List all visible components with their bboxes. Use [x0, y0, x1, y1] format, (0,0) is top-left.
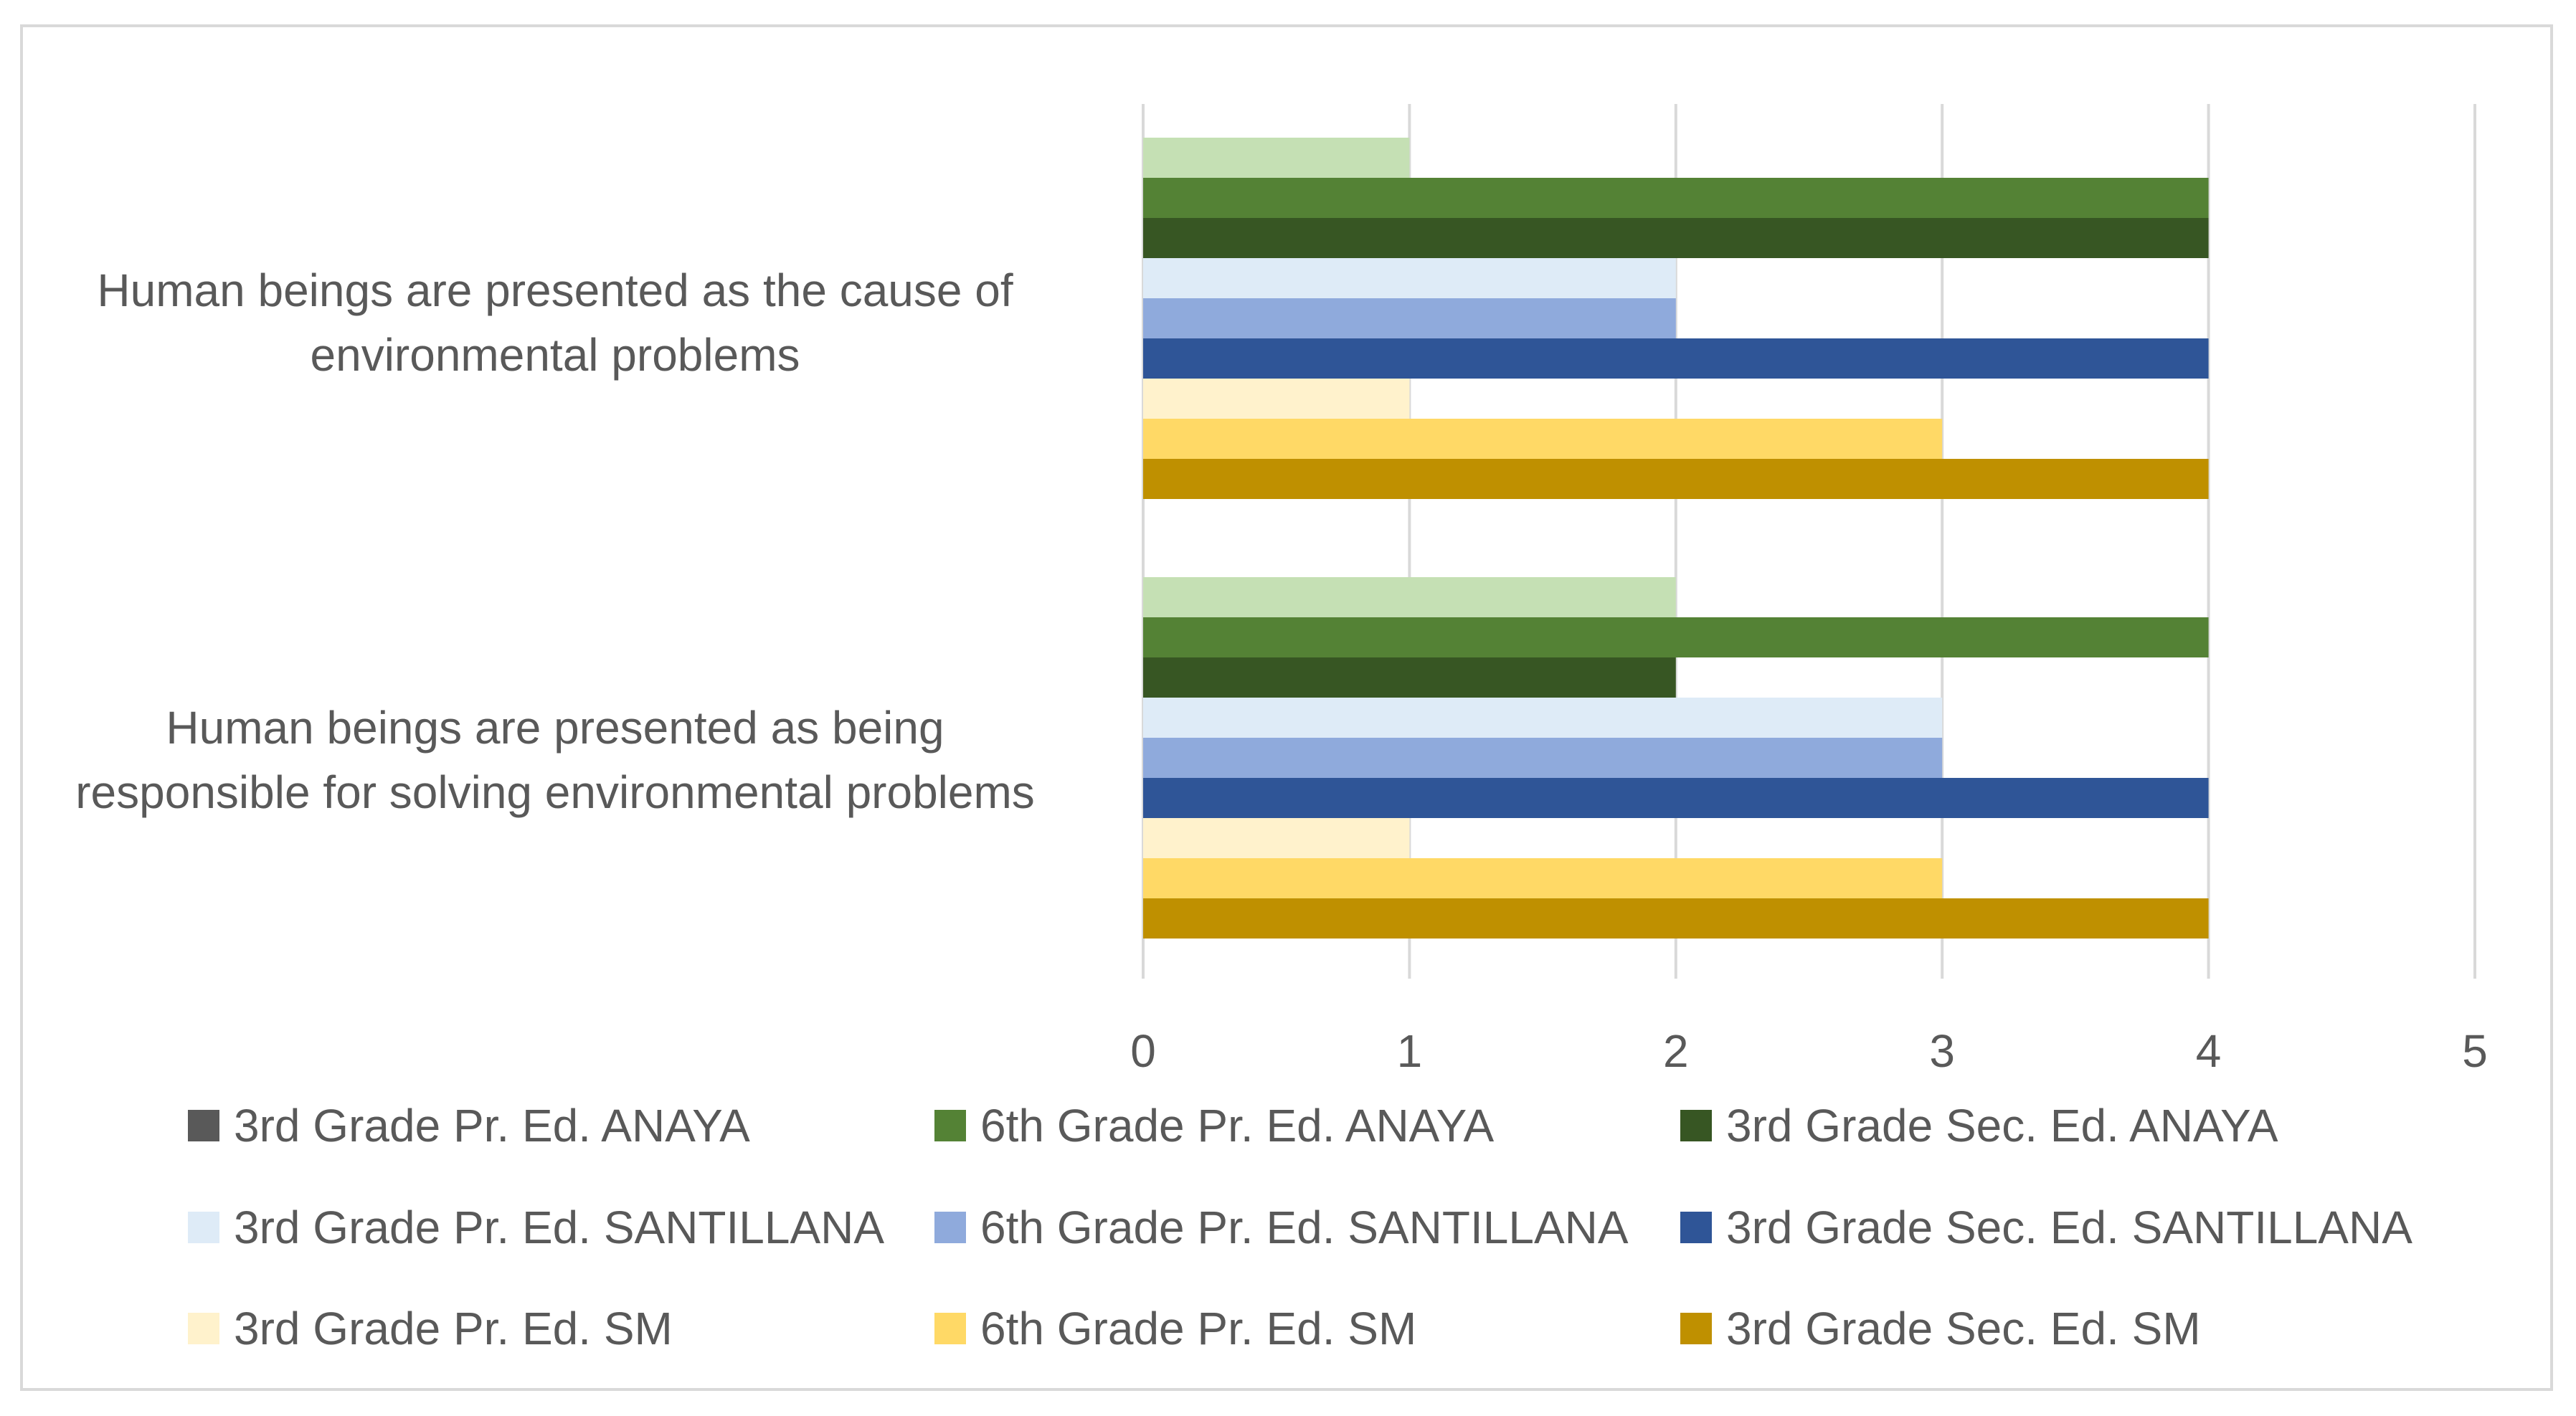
bar: [1143, 218, 2209, 258]
bar: [1143, 858, 1943, 898]
x-tick-label: 1: [1397, 1025, 1423, 1077]
legend-swatch: [188, 1313, 219, 1344]
bar: [1143, 778, 2209, 818]
x-tick-label: 5: [2462, 1025, 2488, 1077]
bar: [1143, 138, 1410, 178]
legend-item: 6th Grade Pr. Ed. ANAYA: [934, 1093, 1494, 1158]
category-label-responsible: Human beings are presented as being resp…: [17, 695, 1093, 825]
bar: [1143, 459, 2209, 499]
legend-swatch: [934, 1110, 966, 1141]
bar: [1143, 379, 1410, 419]
bar: [1143, 298, 1676, 338]
legend-item: 3rd Grade Sec. Ed. SM: [1680, 1296, 2201, 1361]
legend-item: 3rd Grade Sec. Ed. ANAYA: [1680, 1093, 2278, 1158]
bar: [1143, 738, 1943, 778]
legend-swatch: [934, 1212, 966, 1243]
legend-swatch: [1680, 1313, 1712, 1344]
legend-label: 6th Grade Pr. Ed. SANTILLANA: [980, 1202, 1629, 1253]
legend-label: 6th Grade Pr. Ed. SM: [980, 1303, 1417, 1354]
category-label-line: Human beings are presented as the cause …: [97, 265, 1013, 316]
legend-label: 3rd Grade Sec. Ed. ANAYA: [1726, 1100, 2278, 1151]
legend-swatch: [1680, 1110, 1712, 1141]
bars: [1143, 138, 2209, 939]
legend-item: 6th Grade Pr. Ed. SANTILLANA: [934, 1195, 1629, 1260]
legend-item: 3rd Grade Sec. Ed. SANTILLANA: [1680, 1195, 2412, 1260]
bar: [1143, 657, 1676, 698]
legend-label: 3rd Grade Sec. Ed. SANTILLANA: [1726, 1202, 2412, 1253]
legend-label: 3rd Grade Pr. Ed. ANAYA: [234, 1100, 750, 1151]
bar: [1143, 818, 1410, 858]
bar: [1143, 419, 1943, 459]
legend-swatch: [934, 1313, 966, 1344]
legend-item: 3rd Grade Pr. Ed. SM: [188, 1296, 673, 1361]
bar: [1143, 258, 1676, 298]
x-tick-label: 4: [2196, 1025, 2222, 1077]
category-label-line: environmental problems: [310, 329, 800, 381]
x-tick-label: 2: [1663, 1025, 1689, 1077]
x-axis-ticks: 0 1 2 3 4 5: [1130, 1025, 2488, 1077]
bar: [1143, 617, 2209, 657]
legend-label: 6th Grade Pr. Ed. ANAYA: [980, 1100, 1495, 1151]
bar: [1143, 338, 2209, 379]
legend-label: 3rd Grade Sec. Ed. SM: [1726, 1303, 2201, 1354]
bar: [1143, 898, 2209, 939]
legend-label: 3rd Grade Pr. Ed. SANTILLANA: [234, 1202, 885, 1253]
category-label-line: responsible for solving environmental pr…: [75, 766, 1035, 818]
bar: [1143, 698, 1943, 738]
bar: [1143, 577, 1676, 617]
legend-item: 3rd Grade Pr. Ed. SANTILLANA: [188, 1195, 884, 1260]
bar: [1143, 178, 2209, 218]
category-label-cause: Human beings are presented as the cause …: [17, 258, 1093, 387]
x-tick-label: 3: [1929, 1025, 1955, 1077]
category-label-line: Human beings are presented as being: [166, 702, 944, 754]
x-tick-label: 0: [1130, 1025, 1156, 1077]
legend-swatch: [188, 1110, 219, 1141]
legend-swatch: [1680, 1212, 1712, 1243]
legend-item: 3rd Grade Pr. Ed. ANAYA: [188, 1093, 750, 1158]
legend-item: 6th Grade Pr. Ed. SM: [934, 1296, 1416, 1361]
legend-label: 3rd Grade Pr. Ed. SM: [234, 1303, 673, 1354]
legend-swatch: [188, 1212, 219, 1243]
